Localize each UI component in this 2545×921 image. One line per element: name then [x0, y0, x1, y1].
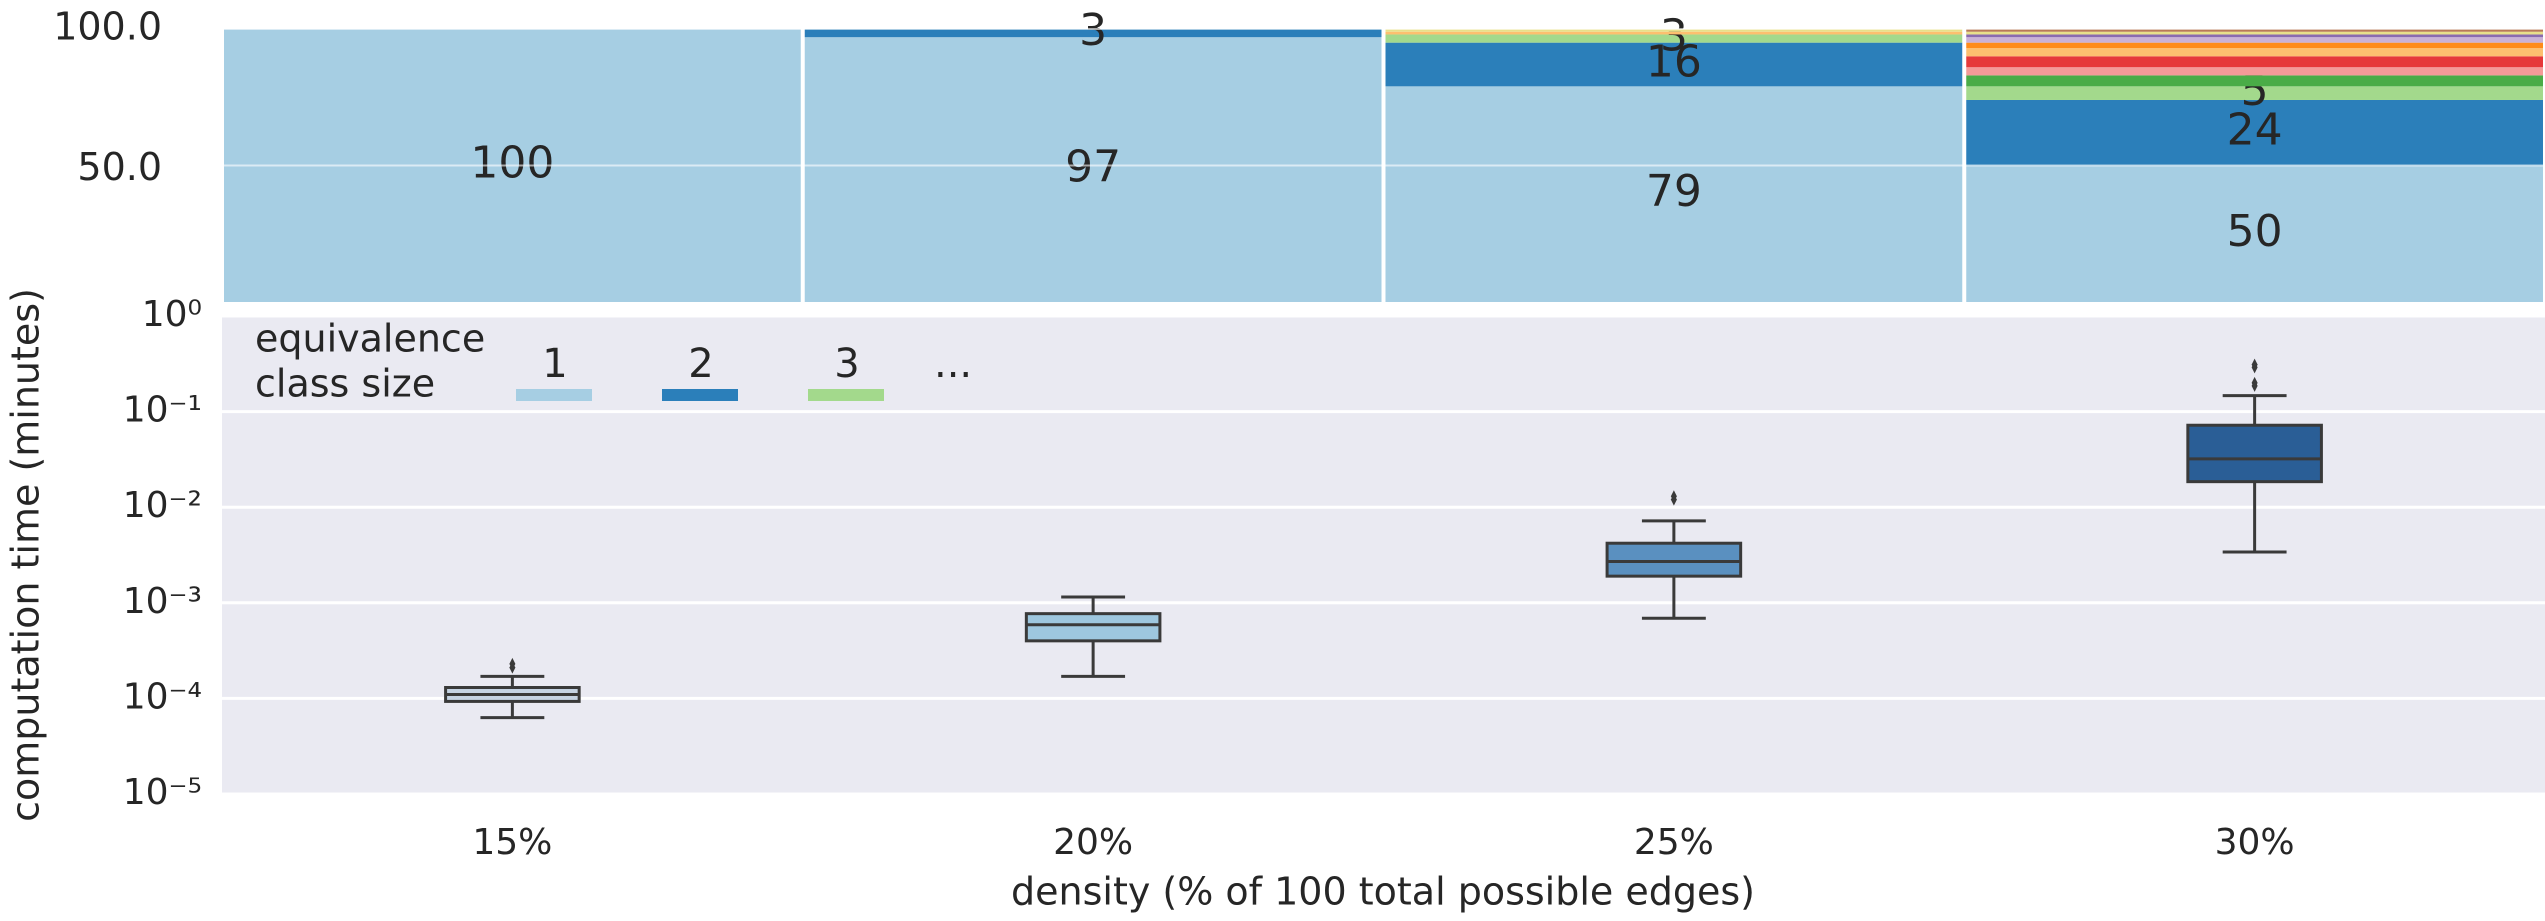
x-tick-label: 15% — [472, 822, 552, 863]
x-axis-label: density (% of 100 total possible edges) — [1011, 870, 1755, 914]
outlier — [1670, 490, 1677, 503]
box — [1605, 541, 1743, 578]
bar-segment — [1966, 67, 2543, 76]
box — [2186, 423, 2323, 484]
bar-segment — [1385, 86, 1963, 302]
y-tick-label: 10⁻² — [123, 485, 202, 526]
legend-title: equivalence — [255, 317, 485, 361]
box — [1024, 612, 1162, 643]
data-label: 3 — [1079, 5, 1107, 56]
bar-segment — [1966, 99, 2543, 166]
data-label: 16 — [1646, 36, 1702, 87]
legend-title: class size — [255, 362, 435, 406]
data-label: 100 — [470, 138, 554, 189]
bar-segment — [1966, 34, 2543, 38]
y-tick-label: 10⁻⁴ — [123, 676, 202, 717]
x-tick-label: 20% — [1053, 822, 1133, 863]
bar-segment — [1966, 86, 2543, 100]
bar-segment — [1966, 37, 2543, 43]
legend-label: 3 — [834, 341, 859, 387]
y-axis-label: computation time (minutes) — [4, 288, 48, 822]
y-tick-label: 50.0 — [77, 145, 162, 189]
data-label: 24 — [2227, 105, 2283, 156]
y-tick-label: 10⁻³ — [123, 581, 202, 622]
outlier — [2251, 376, 2258, 389]
legend-label: 1 — [542, 341, 567, 387]
bar-segment — [1966, 31, 2543, 35]
x-tick-label: 25% — [1634, 822, 1714, 863]
bar-segment — [1966, 56, 2543, 68]
bar-segment — [1385, 31, 1963, 35]
data-label: 50 — [2227, 206, 2283, 257]
bar-segment — [1385, 29, 1963, 32]
bar-segment — [804, 37, 1382, 302]
bar-segment — [804, 29, 1382, 38]
bar-segment — [1966, 48, 2543, 57]
outlier — [2251, 358, 2258, 371]
legend-more: ... — [934, 341, 972, 387]
data-label: 3 — [1660, 11, 1688, 62]
y-tick-label: 10⁻¹ — [123, 390, 202, 431]
bar-segment — [1966, 42, 2543, 49]
legend-label: 2 — [688, 341, 713, 387]
bar-segment — [1385, 42, 1963, 87]
data-label: 79 — [1646, 166, 1702, 217]
y-tick-label: 100.0 — [53, 5, 162, 49]
plot-background — [222, 316, 2545, 794]
data-label: 97 — [1065, 142, 1121, 193]
bar-segment — [1966, 165, 2543, 302]
bar-segment — [1966, 75, 2543, 87]
outlier — [509, 657, 516, 670]
y-tick-label: 10⁻⁵ — [123, 772, 202, 813]
bar-segment — [1385, 34, 1963, 43]
bar-segment — [1966, 29, 2543, 32]
x-tick-label: 30% — [2215, 822, 2295, 863]
y-tick-label: 10⁰ — [142, 294, 202, 335]
